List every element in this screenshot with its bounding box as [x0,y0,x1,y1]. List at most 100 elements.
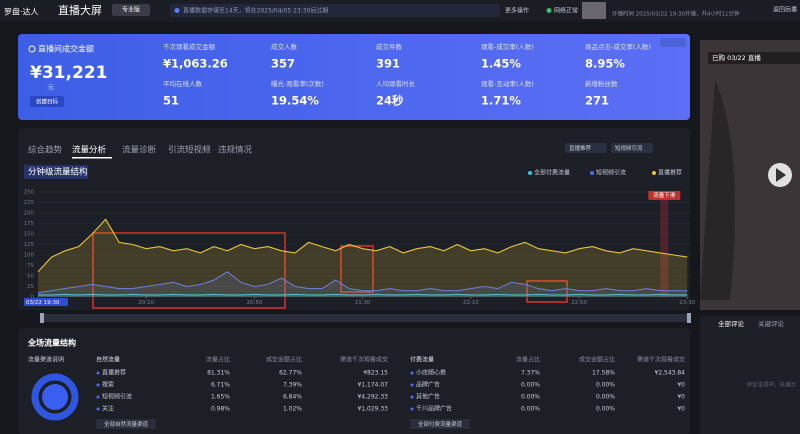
generated: 千次观看成交金额 ¥1,063.26 成交人数 357 成交件数 391 观看-成交率(人数… [24,42,785,429]
y-tick-label: 25 [27,284,34,290]
y-tick-label: 175 [24,221,35,227]
annotation-tag [648,191,681,200]
edition-chip[interactable] [112,4,150,16]
filter-chip[interactable] [611,143,653,153]
table-cell: 0.00% [521,394,540,401]
comment-tab[interactable]: 关键评论 [758,319,785,328]
summary-card [18,34,690,120]
goal-button[interactable] [30,96,64,107]
series-area [38,219,688,297]
table-cell: 其他广告 [416,393,440,401]
metric-value: 357 [271,57,295,71]
metric-label: 成交件数 [376,42,403,51]
metric-value: 1.71% [481,94,521,108]
metric-value: 271 [585,94,609,108]
table-button[interactable] [96,419,156,429]
chart-title: 分钟级流量结构 [28,167,88,178]
table-header: 渠道千次观看成交 [637,356,685,364]
metric-label: 曝光-观看率(次数) [271,79,324,88]
table-cell: 0.00% [596,406,615,413]
filter-label[interactable]: 直播推荐 [569,144,592,152]
card-tools[interactable] [660,38,686,47]
comment-panel [700,316,800,434]
y-tick-label: 200 [24,211,35,217]
comment-tab[interactable]: 全部评论 [718,319,745,328]
table-cell: 关注 [102,405,114,413]
highlight-box [92,232,286,309]
table-header: 自然流量 [96,356,120,364]
x-tick-label: 23:30 [679,300,695,306]
tab[interactable]: 引流短视频 [168,145,211,156]
metric-value: 51 [163,94,179,108]
network-dot [546,8,552,13]
table-cell: ¥823.15 [363,370,388,377]
goal-button-label[interactable]: 创建目标 [36,98,59,106]
legend-swatch [590,171,594,175]
metric-label: 千次观看成交金额 [163,42,216,51]
filter-label[interactable]: 短视频引流 [615,144,643,152]
avatar [582,2,606,19]
row-bullet [96,371,100,375]
scrollbar[interactable] [42,314,690,322]
table-cell: 0.00% [596,394,615,401]
tab[interactable]: 违规情况 [218,145,253,156]
metric-value: 19.54% [271,94,319,108]
video-shape [700,80,735,300]
tab[interactable]: 流量分析 [72,145,107,156]
x-tick-label: 03/22 19:30 [26,300,60,306]
scroll-handle[interactable] [40,313,44,323]
metric-value: ¥1,063.26 [163,57,228,71]
chart-title-highlight [24,165,88,179]
table-cell: 搜索 [102,381,114,389]
y-tick-label: 75 [27,263,34,269]
table-cell: ¥4,292.33 [357,394,388,401]
annotation: 流量下滑 [653,191,676,199]
y-tick-label: 225 [24,200,35,206]
table-cell: 千川品牌广告 [416,405,452,413]
notice: 直播数据存储至14天，将在2025/04/05 23:30后过期 [183,7,328,15]
scroll-handle[interactable] [687,313,691,323]
logo: 罗盘·达人 [4,7,39,17]
table-header: 成交金额占比 [266,356,302,364]
live-time: 开播时间 2025/03/22 19:30开播，共4小时11分钟 [612,10,740,18]
traffic-panel [18,328,690,434]
table-cell: 0.00% [521,406,540,413]
table-cell: 1.65% [211,394,230,401]
table-header: 流量占比 [516,356,540,364]
table-cell: 6.71% [211,382,230,389]
legend-label: 短视频引流 [596,169,626,177]
x-tick-label: 22:50 [571,300,587,306]
summary-icon [28,45,36,53]
y-tick-label: 125 [24,242,35,248]
y-tick-label: 250 [24,190,35,196]
y-tick-label: 150 [24,232,35,238]
table-cell: 62.77% [279,370,302,377]
back-button[interactable]: 返回后播 [773,6,797,14]
donut-center [42,384,68,410]
tab[interactable]: 流量诊断 [122,145,157,156]
table-button-label[interactable]: 全部付费流量渠道 [418,420,463,428]
table-header: 流量占比 [206,356,230,364]
table-cell: 0.00% [521,382,540,389]
tab[interactable]: 综合趋势 [28,145,63,156]
y-tick-label: 100 [24,253,35,259]
notice-icon [174,8,180,13]
legend-label: 全部付费流量 [534,169,570,177]
summary-unit: 元 [48,85,54,92]
edition[interactable]: 专业版 [122,6,140,14]
notice-bar [170,4,500,17]
table-cell: 7.39% [283,382,302,389]
traffic-help[interactable]: 流量渠道说明 [28,356,64,364]
more-actions[interactable]: 更多操作 [505,7,529,15]
table-cell: ¥1,174.07 [357,382,388,389]
table-button[interactable] [410,419,470,429]
table-button-label[interactable]: 全部自然流量渠道 [104,420,149,428]
table-cell: ¥1,029.33 [357,406,388,413]
metric-label: 商品点击-成交率(人数) [585,42,651,51]
table-header: 付费流量 [410,356,434,364]
filter-chip[interactable] [565,143,607,153]
tab-underline [72,157,112,159]
x-tick-label: 20:10 [138,300,154,306]
metric-value: 24秒 [376,94,404,108]
